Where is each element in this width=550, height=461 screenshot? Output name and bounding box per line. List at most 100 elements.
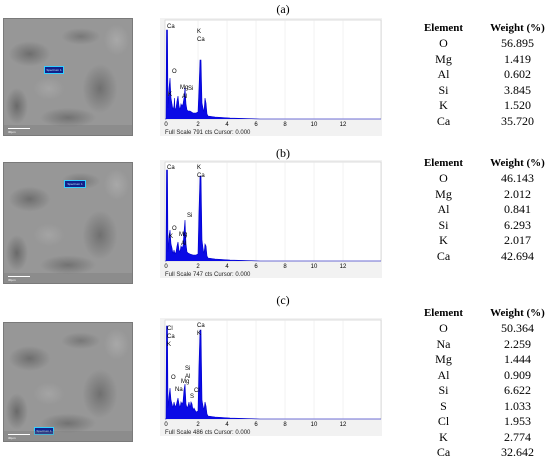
scale-bar <box>8 276 30 277</box>
peak-label: O <box>171 375 176 381</box>
spectrum-marker: Spectrum 1 <box>64 180 86 188</box>
spectrum-svg-b: Ca O K Mg Al Si K Ca 0 2 4 6 8 10 12 <box>160 160 382 278</box>
spectrum-x-ticks: 0 2 4 6 8 10 12 <box>164 122 347 128</box>
peak-label: K <box>169 234 173 240</box>
element-cell: S <box>440 398 447 413</box>
peak-label: Si <box>187 213 192 219</box>
weight-cell: 2.774 <box>504 429 531 444</box>
x-tick: 6 <box>254 122 258 128</box>
scale-label: 30µm <box>8 278 16 282</box>
table-row: K 2.017 <box>402 233 550 249</box>
x-tick: 6 <box>254 422 258 428</box>
spectrum-marker: Spectrum 1 <box>34 427 54 435</box>
table-header-row: Element Weight (%) <box>402 155 550 171</box>
weight-cell: 2.017 <box>504 233 531 248</box>
weight-cell: 1.953 <box>504 414 531 429</box>
column-header-weight: Weight (%) <box>490 157 545 169</box>
weight-cell: 1.419 <box>504 51 531 66</box>
weight-cell: 1.444 <box>504 352 531 367</box>
element-cell: Mg <box>435 352 452 367</box>
sem-texture <box>4 163 132 283</box>
spectrum-x-ticks: 0 2 4 6 8 10 12 <box>164 422 347 428</box>
x-tick: 2 <box>196 422 200 428</box>
peak-label: K <box>197 29 201 35</box>
element-cell: O <box>439 36 448 51</box>
sem-footer-strip <box>4 431 132 441</box>
x-tick: 4 <box>225 122 229 128</box>
element-cell: Si <box>438 82 449 97</box>
peak-label: Ca <box>167 24 175 30</box>
peak-label: Mg <box>179 232 187 238</box>
x-tick: 2 <box>196 264 200 270</box>
scale-bar <box>8 128 30 129</box>
table-row: Al 0.841 <box>402 202 550 218</box>
peak-label: K <box>168 92 172 98</box>
x-tick: 12 <box>340 264 347 270</box>
peak-label: Si <box>188 86 193 92</box>
x-tick: 4 <box>225 422 229 428</box>
table-row: Si 3.845 <box>402 83 550 99</box>
column-header-element: Element <box>423 22 464 34</box>
x-tick: 10 <box>311 122 318 128</box>
weight-cell: 56.895 <box>501 36 534 51</box>
spectrum-grid <box>197 20 344 119</box>
peak-label: K <box>197 165 201 171</box>
spectrum-trace <box>165 169 381 262</box>
table-row: Al 0.909 <box>402 368 550 384</box>
x-tick: 0 <box>164 422 168 428</box>
weight-cell: 35.720 <box>501 113 534 128</box>
element-cell: K <box>439 98 448 113</box>
spectrum-peak-labels: Ca O K Mg Al Si K Ca <box>167 24 205 100</box>
table-row: Si 6.293 <box>402 218 550 234</box>
spectrum-x-ticks: 0 2 4 6 8 10 12 <box>164 264 347 270</box>
weight-cell: 3.845 <box>504 82 531 97</box>
peak-label: O <box>172 69 177 75</box>
peak-label: Mg <box>180 85 188 91</box>
table-row: Si 6.622 <box>402 383 550 399</box>
x-tick: 8 <box>283 422 287 428</box>
table-row: K 1.520 <box>402 98 550 114</box>
table-row: S 1.033 <box>402 399 550 415</box>
peak-label: Na <box>175 387 183 393</box>
sem-image-a: Spectrum 1 30µm <box>3 18 133 136</box>
x-tick: 8 <box>283 264 287 270</box>
column-header-weight: Weight (%) <box>490 307 545 319</box>
weight-cell: 6.622 <box>504 383 531 398</box>
peak-label: Al <box>181 241 186 247</box>
table-row: Mg 1.444 <box>402 352 550 368</box>
composition-table-a: Element Weight (%) O 56.895 Mg 1.419 Al 0.6… <box>402 20 550 129</box>
table-row: Al 0.602 <box>402 67 550 83</box>
element-cell: Al <box>437 367 450 382</box>
element-cell: Na <box>436 336 451 351</box>
weight-cell: 2.012 <box>504 186 531 201</box>
weight-cell: 42.694 <box>501 248 534 263</box>
sem-footer-strip <box>4 273 132 283</box>
peak-label: S <box>190 394 194 400</box>
x-tick: 4 <box>225 264 229 270</box>
peak-label: Al <box>182 94 187 100</box>
element-cell: Al <box>437 202 450 217</box>
spectrum-trace <box>165 29 381 120</box>
weight-cell: 32.642 <box>501 445 534 460</box>
weight-cell: 0.841 <box>504 202 531 217</box>
scale-label: 30µm <box>8 436 16 440</box>
x-tick: 10 <box>311 422 318 428</box>
table-header-row: Element Weight (%) <box>402 20 550 36</box>
spectrum-svg-a: Ca O K Mg Al Si K Ca 0 2 4 6 8 10 12 <box>160 18 382 136</box>
table-row: O 46.143 <box>402 171 550 187</box>
spectrum-footer-b: Full Scale 747 cts Cursor: 0.000 <box>165 272 251 278</box>
composition-table-c: Element Weight (%) O 50.364 Na 2.259 Mg 1.4… <box>402 305 550 461</box>
weight-cell: 1.033 <box>504 398 531 413</box>
x-tick: 12 <box>340 122 347 128</box>
element-cell: K <box>439 429 448 444</box>
peak-label: Cl <box>167 326 173 332</box>
panel-label-a: (a) <box>276 2 290 16</box>
weight-cell: 6.293 <box>504 217 531 232</box>
spectrum-chart-c: Cl Ca K O Na Mg Si Al S Cl Ca K 0 2 4 6 … <box>160 318 382 436</box>
x-tick: 2 <box>196 122 200 128</box>
x-tick: 0 <box>164 122 168 128</box>
weight-cell: 50.364 <box>501 321 534 336</box>
spectrum-grid <box>197 162 344 261</box>
weight-cell: 46.143 <box>501 171 534 186</box>
element-cell: Ca <box>436 248 451 263</box>
